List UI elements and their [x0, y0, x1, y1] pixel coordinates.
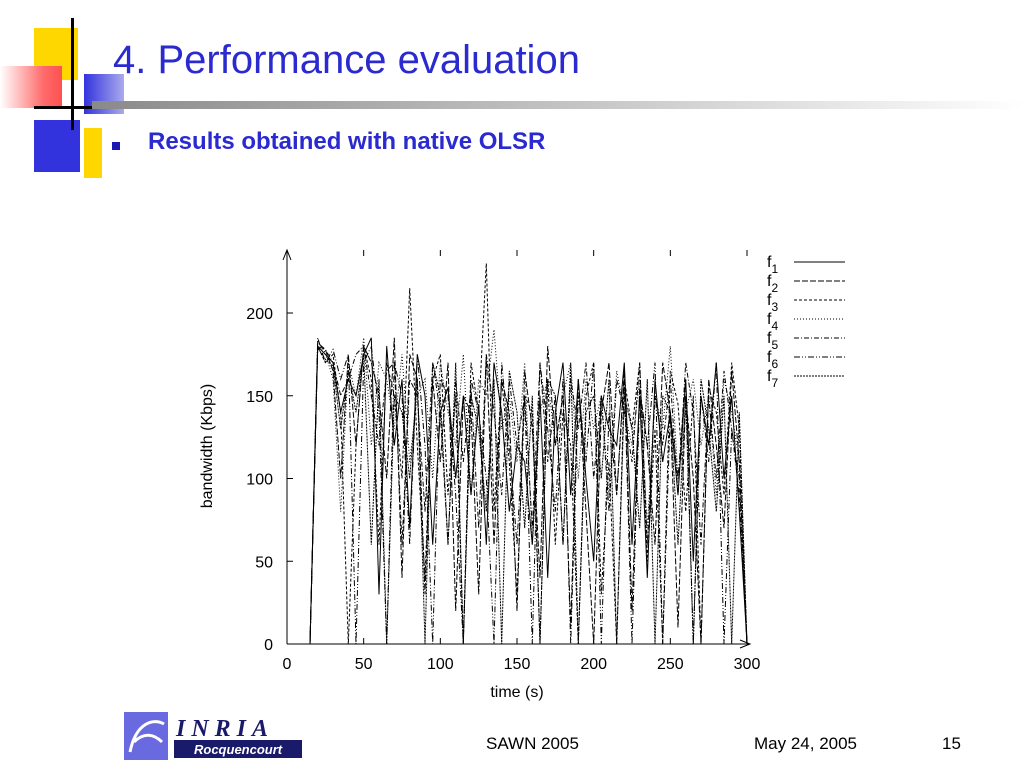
x-tick-label: 50 — [355, 656, 373, 673]
deco-vertical-line — [71, 18, 74, 130]
chart-series — [309, 263, 748, 645]
logo-band — [174, 740, 302, 758]
legend-label-f3: f3 — [767, 292, 778, 314]
chart-axes: 0 50 100 150 200 250 300 0 50 100 150 200 — [246, 248, 761, 673]
bullet-marker — [112, 142, 120, 150]
footer-date: May 24, 2005 — [754, 734, 858, 753]
series-line-f3 — [309, 263, 748, 645]
x-tick-label: 250 — [657, 656, 684, 673]
deco-horizontal-line — [34, 106, 92, 109]
y-tick-label: 0 — [264, 637, 273, 654]
x-axis-arrow — [739, 639, 752, 649]
x-tick-label: 300 — [734, 656, 761, 673]
legend-label-f7: f7 — [767, 368, 778, 390]
legend-label-f1: f1 — [767, 254, 778, 276]
x-axis-label: time (s) — [490, 684, 543, 701]
legend-label-f6: f6 — [767, 349, 778, 371]
y-axis-label: bandwidth (Kbps) — [199, 384, 216, 509]
x-tick-label: 100 — [427, 656, 454, 673]
x-tick-label: 150 — [504, 656, 531, 673]
y-tick-label: 150 — [246, 389, 273, 406]
x-tick-label: 200 — [580, 656, 607, 673]
legend-label-f5: f5 — [767, 330, 778, 352]
logo-text: INRIA — [175, 716, 274, 742]
series-line-f1 — [309, 337, 748, 645]
y-tick-label: 200 — [246, 306, 273, 323]
y-axis-arrow — [282, 248, 292, 261]
legend-label-f2: f2 — [767, 273, 778, 295]
logo-swirl — [128, 720, 165, 753]
series-line-f7 — [309, 346, 748, 645]
deco-yellow-block-small — [84, 128, 102, 178]
series-line-f2 — [309, 337, 748, 645]
deco-red-block — [0, 66, 62, 108]
logo-subtext: Rocquencourt — [194, 742, 283, 757]
y-tick-label: 50 — [255, 554, 273, 571]
bullet-text: Results obtained with native OLSR — [148, 128, 546, 155]
title-underline — [92, 101, 1024, 109]
footer-page-number: 15 — [942, 734, 961, 753]
slide-title: 4. Performance evaluation — [113, 38, 580, 82]
x-tick-label: 0 — [283, 656, 292, 673]
legend-label-f4: f4 — [767, 311, 778, 333]
footer-conference: SAWN 2005 — [486, 734, 579, 753]
inria-logo: INRIA Rocquencourt — [124, 712, 302, 760]
y-tick-label: 100 — [246, 472, 273, 489]
